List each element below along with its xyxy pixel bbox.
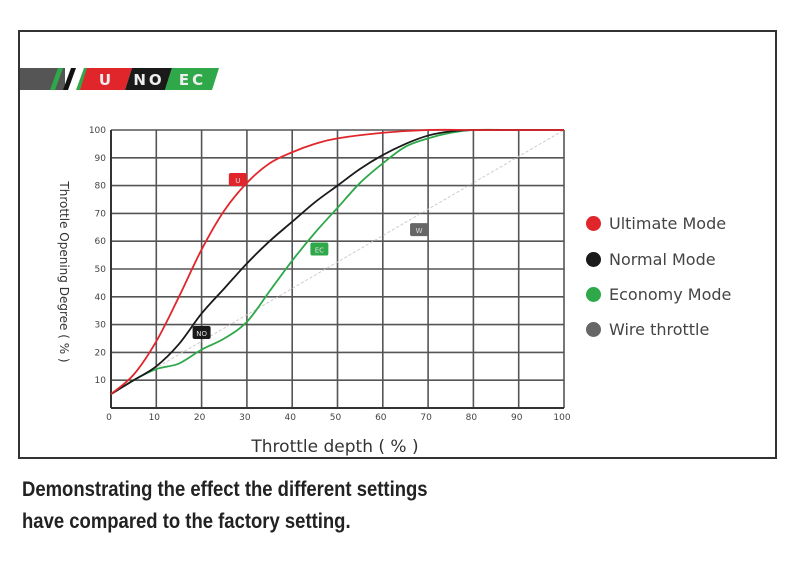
chart-frame [18,30,777,459]
x-tick-label: 50 [330,413,342,423]
y-tick-label: 30 [95,321,107,331]
legend-label: Ultimate Mode [609,214,727,233]
series-tag-u [228,173,247,187]
y-tick-label: 60 [95,237,107,247]
legend-item-economy: Economy Mode [586,284,731,304]
x-tick-label: 90 [511,413,523,423]
logo-text: EC [179,71,206,89]
series-tag-no [192,325,211,339]
x-axis-label: Throttle depth ( % ) [250,437,418,457]
series-tag-text: U [235,177,240,185]
x-tick-label: 40 [284,413,296,423]
logo-segment-u [80,68,132,90]
logo-segment-no [125,68,172,90]
series-tag-ec [310,242,329,256]
y-tick-label: 20 [95,348,107,358]
economy-dot-icon [586,287,601,302]
legend-item-normal: Normal Mode [586,249,716,269]
legend-label: Economy Mode [609,285,732,304]
legend-label: Normal Mode [609,250,716,269]
y-tick-label: 40 [95,293,107,303]
wire-dot-icon [586,322,601,337]
y-tick-label: 100 [89,126,106,136]
x-tick-label: 80 [466,413,478,423]
series-tag-text: EC [315,247,324,255]
series-tag-w [410,223,429,237]
logo: U NO EC [20,68,219,90]
series-line-w [110,129,565,395]
logo-stripe [76,68,88,90]
x-tick-label: 30 [239,413,251,423]
y-tick-label: 90 [95,154,107,164]
ultimate-dot-icon [586,216,601,231]
x-tick-label: 10 [149,413,161,423]
legend-item-ultimate: Ultimate Mode [586,213,726,233]
logo-text: NO [133,71,164,89]
logo-segment-ec [165,68,219,90]
x-tick-label: 70 [420,413,432,423]
legend-item-wire: Wire throttle [586,319,709,339]
caption-line-2: have compared to the factory setting. [22,510,351,533]
normal-dot-icon [586,252,601,267]
series-tag-text: NO [196,330,207,338]
x-tick-label: 20 [194,413,206,423]
y-tick-label: 50 [95,265,107,275]
y-axis-label: Throttle Opening Degree ( % ) [57,180,71,362]
y-tick-label: 10 [95,376,107,386]
series-line-no [110,128,564,395]
logo-stripe [50,68,63,90]
x-tick-label: 100 [553,413,570,423]
series-line-u [110,128,564,395]
x-tick-label: 0 [106,413,112,423]
y-tick-label: 70 [95,209,107,219]
series-tag-text: W [416,227,423,235]
series-line-ec [110,128,564,395]
logo-stripe [63,68,76,90]
caption-line-1: Demonstrating the effect the different s… [22,478,428,501]
legend-label: Wire throttle [609,320,710,339]
logo-text: U [99,71,114,89]
y-tick-label: 80 [95,182,107,192]
x-tick-label: 60 [375,413,387,423]
